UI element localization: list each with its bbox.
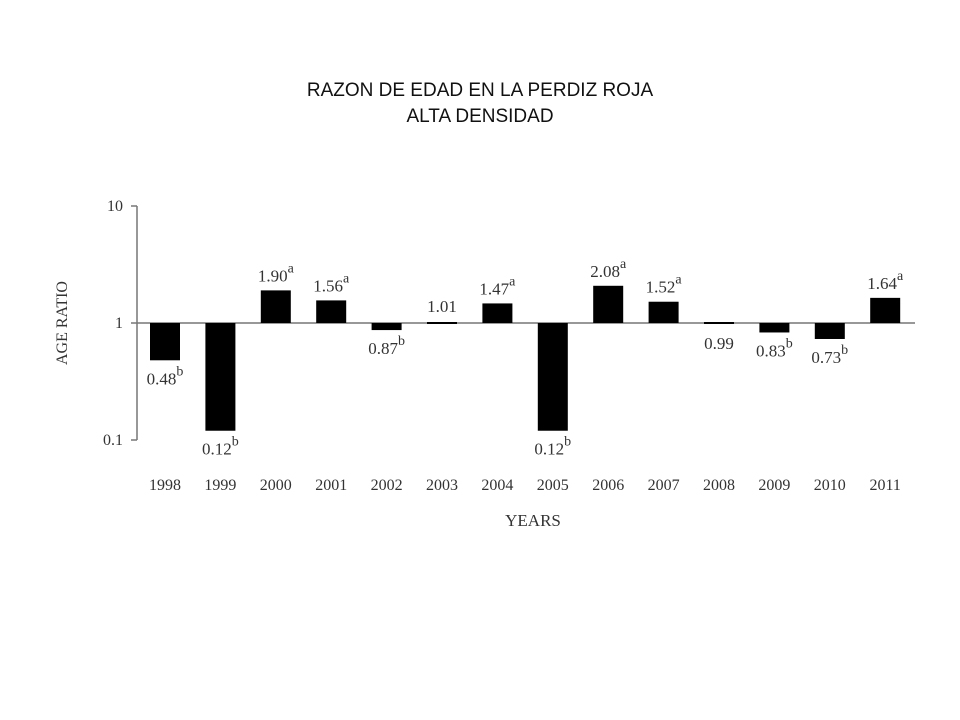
x-tick-label: 2004 — [481, 477, 513, 494]
significance-letter: b — [398, 334, 405, 349]
data-label: 1.90a — [258, 261, 295, 285]
data-label: 1.64a — [867, 269, 904, 293]
bar — [260, 290, 291, 323]
x-tick-label: 2005 — [537, 477, 569, 494]
data-label: 1.52a — [646, 273, 683, 297]
x-tick-label: 1999 — [204, 477, 236, 494]
bar — [870, 297, 901, 323]
bar — [759, 323, 790, 333]
significance-letter: a — [620, 257, 627, 272]
axes — [136, 206, 915, 440]
y-tick-label: 10 — [107, 198, 123, 215]
data-label: 1.01 — [427, 297, 457, 316]
significance-letter: b — [841, 343, 848, 358]
y-ticks: 10 1 0.1 — [103, 198, 137, 449]
x-tick-label: 2008 — [703, 477, 735, 494]
chart-title-line-2: ALTA DENSIDAD — [406, 106, 554, 127]
x-tick-label: 2006 — [592, 477, 624, 494]
bar — [150, 323, 180, 361]
x-tick-label: 2003 — [426, 477, 458, 494]
bar — [593, 285, 624, 323]
significance-letter: b — [232, 435, 239, 450]
y-tick-label: 0.1 — [103, 432, 123, 449]
bar — [704, 322, 734, 324]
x-tick-label: 2011 — [869, 477, 900, 494]
significance-letter: a — [509, 274, 516, 289]
significance-letter: a — [343, 271, 350, 286]
y-tick-label: 1 — [115, 315, 123, 332]
x-tick-label: 2007 — [648, 477, 680, 494]
bar — [316, 300, 347, 323]
data-label: 0.99 — [704, 334, 734, 353]
significance-letter: b — [176, 364, 183, 379]
data-label: 2.08a — [590, 257, 627, 281]
x-tick-label: 2002 — [371, 477, 403, 494]
significance-letter: b — [786, 336, 793, 351]
significance-letter: a — [897, 269, 904, 284]
x-axis-label: YEARS — [505, 511, 561, 530]
data-label: 1.47a — [479, 274, 516, 298]
bar — [205, 323, 236, 431]
bar — [814, 323, 845, 339]
x-tick-labels: 1998 1999 2000 2001 2002 2003 2004 2005 2006 2007… — [149, 477, 901, 494]
x-tick-label: 2010 — [814, 477, 846, 494]
bar — [648, 301, 679, 323]
significance-letter: a — [288, 261, 295, 276]
chart-title: RAZON DE EDAD EN LA PERDIZ ROJA ALTA DEN… — [0, 78, 960, 130]
significance-letter: b — [564, 435, 571, 450]
data-label: 0.12b — [202, 435, 239, 459]
significance-letter: a — [675, 273, 682, 288]
x-tick-label: 2009 — [758, 477, 790, 494]
chart-title-line-1: RAZON DE EDAD EN LA PERDIZ ROJA — [306, 80, 654, 101]
data-label: 0.48b — [147, 364, 184, 388]
bar — [371, 323, 402, 331]
x-tick-label: 2000 — [260, 477, 292, 494]
data-label: 0.83b — [756, 336, 793, 360]
data-label: 0.12b — [534, 435, 571, 459]
x-tick-label: 2001 — [315, 477, 347, 494]
bar — [427, 322, 457, 324]
y-axis-label: AGE RATIO — [54, 281, 71, 365]
bar — [482, 303, 513, 323]
data-label: 0.73b — [811, 343, 848, 367]
bars — [150, 285, 901, 431]
x-tick-label: 1998 — [149, 477, 181, 494]
value-labels: 0.48b 0.12b 1.90a 1.56a 0.87b 1.01 1.47a 0.12b 2… — [147, 257, 904, 459]
data-label: 1.56a — [313, 271, 350, 295]
data-label: 0.87b — [368, 334, 405, 358]
bar — [537, 323, 568, 431]
